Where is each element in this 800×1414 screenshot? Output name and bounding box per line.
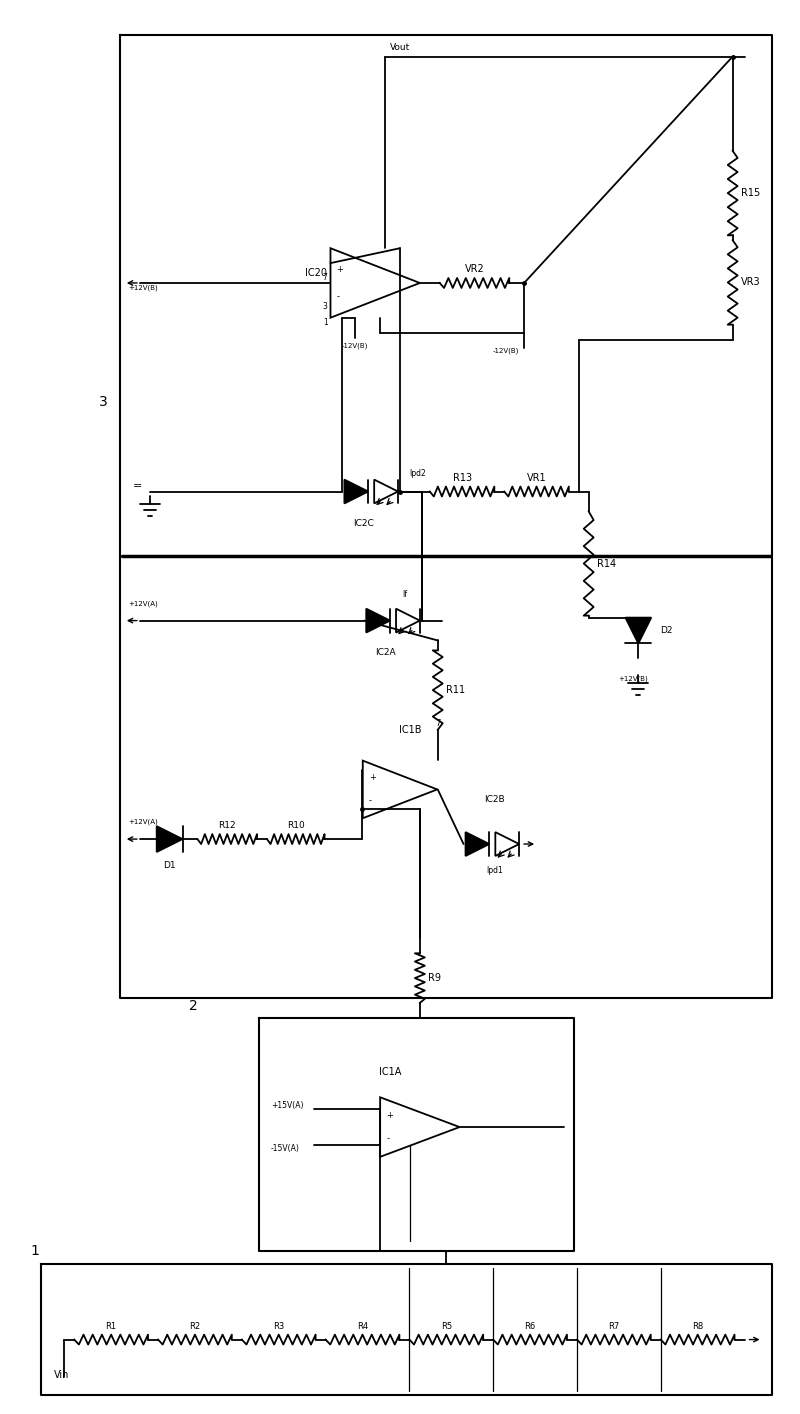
Text: +: + [337, 264, 343, 273]
Text: 1: 1 [322, 318, 327, 327]
Polygon shape [344, 479, 368, 503]
Text: +15V(A): +15V(A) [271, 1100, 303, 1110]
Polygon shape [366, 608, 390, 632]
Text: -15V(A): -15V(A) [271, 1144, 300, 1154]
Text: IC1B: IC1B [398, 725, 421, 735]
Text: R5: R5 [441, 1322, 452, 1331]
Polygon shape [157, 826, 182, 853]
Text: R2: R2 [190, 1322, 201, 1331]
Text: VR3: VR3 [741, 277, 760, 287]
Text: -: - [337, 293, 339, 301]
Text: IC20: IC20 [305, 269, 326, 279]
Text: R4: R4 [357, 1322, 368, 1331]
Text: D2: D2 [660, 626, 673, 635]
Text: =: = [133, 482, 142, 492]
Text: IC2C: IC2C [353, 519, 374, 529]
Text: R9: R9 [428, 973, 441, 983]
Text: R3: R3 [273, 1322, 284, 1331]
Text: Ipd1: Ipd1 [486, 865, 502, 875]
Text: D1: D1 [163, 861, 176, 870]
Text: R15: R15 [741, 188, 760, 198]
Text: +: + [386, 1110, 393, 1120]
Text: R7: R7 [608, 1322, 619, 1331]
Text: R11: R11 [446, 686, 465, 696]
Text: R6: R6 [525, 1322, 536, 1331]
Text: R10: R10 [287, 822, 305, 830]
Text: +12V(B): +12V(B) [618, 676, 648, 682]
Text: +12V(B): +12V(B) [128, 284, 158, 291]
Text: IC2A: IC2A [374, 649, 395, 658]
Text: 1: 1 [30, 1244, 39, 1258]
Text: If: If [402, 590, 407, 598]
Text: 7: 7 [322, 273, 327, 283]
Text: -12V(B): -12V(B) [342, 342, 369, 349]
Text: 3: 3 [322, 303, 327, 311]
Text: -12V(B): -12V(B) [493, 348, 519, 354]
Text: +: + [369, 773, 375, 782]
Text: R13: R13 [453, 472, 472, 482]
Polygon shape [626, 618, 651, 643]
Text: 2: 2 [190, 998, 198, 1012]
Text: Ipd2: Ipd2 [410, 468, 426, 478]
Text: R1: R1 [106, 1322, 117, 1331]
Text: 7: 7 [435, 718, 441, 728]
Text: IC2B: IC2B [484, 795, 505, 805]
Text: -: - [386, 1134, 389, 1144]
Text: VR1: VR1 [526, 472, 546, 482]
Text: IC1A: IC1A [379, 1068, 402, 1077]
Text: Vout: Vout [390, 42, 410, 52]
Text: +12V(A): +12V(A) [128, 819, 158, 826]
Text: +12V(A): +12V(A) [128, 600, 158, 607]
Text: R12: R12 [218, 822, 236, 830]
Text: R8: R8 [692, 1322, 703, 1331]
Text: Vin: Vin [54, 1370, 70, 1380]
Polygon shape [466, 831, 490, 855]
Text: VR2: VR2 [465, 264, 484, 274]
Text: -: - [369, 796, 372, 806]
Text: 3: 3 [99, 395, 108, 409]
Text: R14: R14 [597, 559, 616, 568]
